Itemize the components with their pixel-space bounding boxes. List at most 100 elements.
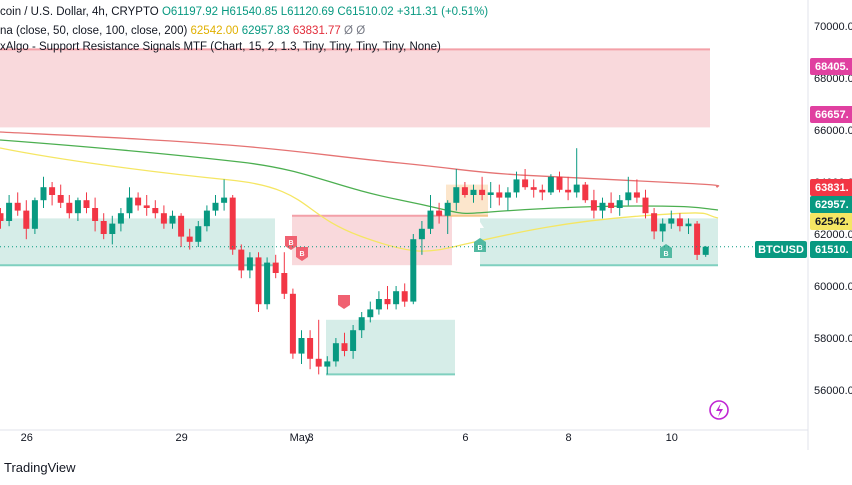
candle-body bbox=[143, 205, 150, 208]
x-tick-label: 10 bbox=[666, 432, 678, 444]
price-label: 62957. bbox=[815, 199, 849, 211]
signal-label: B bbox=[288, 240, 293, 247]
candle-body bbox=[324, 361, 331, 367]
candle-body bbox=[599, 202, 606, 211]
legend-ma1: 62542.00 bbox=[190, 25, 239, 37]
price-label: 61510. bbox=[815, 244, 849, 256]
legend-high: H61540.85 bbox=[221, 6, 278, 18]
legend-ma3: 63831.77 bbox=[292, 25, 341, 37]
ma-line-3 bbox=[0, 131, 720, 188]
legend-low: L61120.69 bbox=[280, 6, 335, 18]
candle-body bbox=[659, 223, 666, 232]
candle-body bbox=[49, 187, 56, 195]
signal-label: B bbox=[477, 245, 482, 252]
x-tick-label: 29 bbox=[175, 432, 187, 444]
candle-body bbox=[668, 218, 675, 224]
candle-body bbox=[539, 189, 546, 193]
candle-body bbox=[556, 176, 563, 190]
y-tick-label: 70000.00 bbox=[814, 21, 852, 33]
symbol-tag-box bbox=[755, 241, 807, 258]
legend-change: +311.31 (+0.51%) bbox=[396, 6, 489, 18]
signal-sell bbox=[338, 295, 350, 309]
lightning-icon bbox=[709, 400, 729, 420]
price-label-box bbox=[810, 241, 852, 258]
candle-body bbox=[160, 213, 167, 224]
lightning-bolt-icon bbox=[716, 403, 723, 417]
candle-body bbox=[573, 184, 580, 193]
candle-body bbox=[264, 262, 271, 305]
candle-body bbox=[272, 262, 279, 273]
candle-body bbox=[436, 210, 443, 216]
price-label: 62542. bbox=[815, 216, 849, 228]
legend-ma2: 62957.83 bbox=[241, 25, 290, 37]
candle-body bbox=[332, 343, 339, 362]
legend-ohlc: coin / U.S. Dollar, 4h, CRYPTO O61197.92… bbox=[0, 6, 488, 18]
legend-symbol: coin / U.S. Dollar, 4h, CRYPTO bbox=[0, 6, 159, 18]
x-tick-label: 26 bbox=[21, 432, 33, 444]
candle-body bbox=[238, 249, 245, 271]
y-tick-label: 60000.00 bbox=[814, 281, 852, 293]
candle-body bbox=[513, 179, 520, 193]
candle-body bbox=[40, 187, 47, 201]
candle-body bbox=[702, 246, 709, 255]
y-tick-label: 58000.00 bbox=[814, 333, 852, 345]
candle-body bbox=[608, 202, 615, 208]
candle-body bbox=[315, 358, 322, 367]
candle-body bbox=[616, 200, 623, 208]
candle-body bbox=[444, 202, 451, 216]
candle-body bbox=[625, 192, 632, 201]
candle-body bbox=[401, 291, 408, 302]
legend-open: O61197.92 bbox=[161, 6, 218, 18]
legend-ma-label: na (close, 50, close, 100, close, 200) bbox=[0, 25, 188, 37]
legend-algo: xAlgo - Support Resistance Signals MTF (… bbox=[0, 41, 441, 53]
y-tick-label: 62000.00 bbox=[814, 229, 852, 241]
candle-body bbox=[126, 197, 133, 214]
price-label-box bbox=[810, 179, 852, 196]
candle-body bbox=[393, 291, 400, 305]
candle-body bbox=[0, 213, 4, 221]
legend-ma-zero1: Ø bbox=[344, 25, 353, 37]
candle-body bbox=[522, 179, 529, 188]
candle-body bbox=[6, 202, 13, 221]
candle-body bbox=[694, 223, 701, 255]
brand-text: TradingView bbox=[4, 460, 76, 475]
zone-resistance bbox=[0, 49, 710, 128]
candle-body bbox=[212, 202, 219, 211]
candle-body bbox=[74, 200, 81, 214]
candle-body bbox=[504, 192, 511, 198]
candle-body bbox=[427, 210, 434, 229]
price-label-box bbox=[810, 213, 852, 230]
candle-body bbox=[66, 202, 73, 214]
tradingview-logo[interactable]: TradingView bbox=[4, 460, 76, 475]
candle-body bbox=[109, 223, 116, 234]
symbol-tag: BTCUSD bbox=[758, 244, 804, 256]
candle-body bbox=[350, 330, 357, 351]
y-tick-label: 66000.00 bbox=[814, 125, 852, 137]
candle-body bbox=[384, 299, 391, 305]
candle-body bbox=[246, 257, 253, 271]
candle-body bbox=[221, 197, 228, 203]
candle-body bbox=[117, 213, 124, 224]
candle-body bbox=[341, 343, 348, 351]
candle-body bbox=[135, 197, 142, 206]
x-tick-label: 6 bbox=[462, 432, 468, 444]
signal-label: B bbox=[663, 251, 668, 258]
candle-body bbox=[100, 221, 107, 234]
candle-body bbox=[530, 187, 537, 190]
candle-body bbox=[367, 309, 374, 318]
y-tick-label: 56000.00 bbox=[814, 385, 852, 397]
x-tick-label: May bbox=[290, 432, 311, 444]
x-tick-label: 8 bbox=[566, 432, 572, 444]
candle-body bbox=[203, 210, 210, 227]
candle-body bbox=[633, 192, 640, 198]
candle-body bbox=[14, 202, 21, 211]
candle-body bbox=[487, 192, 494, 195]
legend-ma-zero2: Ø bbox=[356, 25, 366, 37]
legend-moving-averages: na (close, 50, close, 100, close, 200) 6… bbox=[0, 25, 365, 37]
candle-body bbox=[375, 299, 382, 310]
candle-body bbox=[83, 200, 90, 208]
candle-body bbox=[186, 236, 193, 242]
candle-body bbox=[642, 197, 649, 214]
candle-body bbox=[152, 208, 159, 214]
